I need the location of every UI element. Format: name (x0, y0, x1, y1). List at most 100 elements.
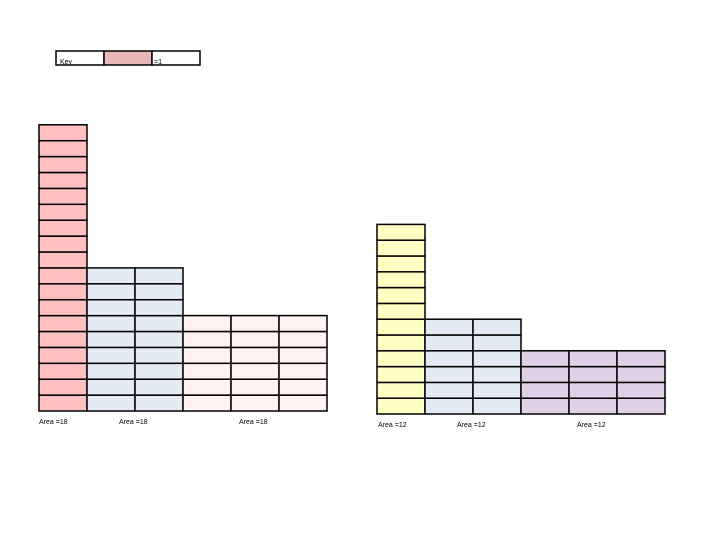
unit-cell (520, 381, 570, 399)
left-bar-group (38, 124, 328, 412)
unit-cell (38, 124, 88, 142)
unit-cell (376, 318, 426, 336)
unit-cell (134, 267, 184, 285)
unit-cell (568, 350, 618, 368)
unit-cell (134, 346, 184, 365)
unit-cell (424, 397, 474, 415)
left-area-labels: Area =18 Area =18 Area =18 (39, 419, 268, 426)
unit-cell (134, 394, 184, 412)
area-label: Area =12 (457, 422, 486, 429)
unit-cell (38, 219, 88, 237)
unit-cell (616, 365, 666, 384)
unit-cell (278, 362, 328, 380)
unit-cell (616, 397, 666, 415)
unit-cell (86, 298, 136, 317)
unit-cell (424, 365, 474, 384)
unit-cell (38, 298, 88, 317)
unit-cell (38, 155, 88, 174)
unit-cell (134, 283, 184, 301)
unit-cell (134, 330, 184, 349)
key-swatch (103, 50, 153, 66)
unit-cell (182, 330, 232, 349)
unit-cell (520, 397, 570, 415)
unit-cell (134, 298, 184, 317)
right-area-labels: Area =12 Area =12 Area =12 (378, 422, 606, 429)
unit-cell (472, 397, 522, 415)
unit-cell (278, 314, 328, 333)
unit-cell (230, 314, 280, 333)
unit-cell (376, 255, 426, 273)
unit-cell (38, 346, 88, 365)
unit-cell (86, 378, 136, 396)
unit-cell (38, 187, 88, 206)
unit-cell (182, 378, 232, 396)
area-label: Area =18 (119, 419, 148, 426)
unit-cell (568, 365, 618, 384)
unit-cell (134, 314, 184, 333)
unit-cell (616, 350, 666, 368)
unit-cell (278, 394, 328, 412)
unit-cell (86, 267, 136, 285)
unit-cell (376, 397, 426, 415)
right-bar-group (376, 223, 666, 415)
unit-cell (376, 365, 426, 384)
area-label: Area =18 (39, 419, 68, 426)
unit-cell (520, 365, 570, 384)
key-value-box (151, 50, 201, 66)
unit-cell (38, 330, 88, 349)
unit-cell (424, 381, 474, 399)
unit-cell (38, 203, 88, 221)
area-label: Area =12 (378, 422, 407, 429)
unit-cell (38, 171, 88, 190)
unit-cell (278, 346, 328, 365)
unit-cell (182, 362, 232, 380)
area-label: Area =12 (577, 422, 606, 429)
unit-cell (38, 314, 88, 333)
unit-cell (86, 330, 136, 349)
unit-cell (230, 362, 280, 380)
unit-cell (86, 346, 136, 365)
unit-cell (134, 362, 184, 380)
unit-cell (472, 381, 522, 399)
unit-cell (278, 378, 328, 396)
key-legend: Key =1 (55, 50, 201, 66)
unit-cell (38, 394, 88, 412)
unit-cell (520, 350, 570, 368)
key-label: Key (60, 59, 73, 66)
unit-cell (38, 251, 88, 269)
unit-cell (472, 365, 522, 384)
unit-cell (424, 334, 474, 352)
unit-cell (38, 378, 88, 396)
unit-cell (230, 394, 280, 412)
key-value: =1 (154, 59, 162, 66)
unit-cell (182, 314, 232, 333)
unit-cell (182, 346, 232, 365)
unit-cell (376, 334, 426, 352)
unit-cell (182, 394, 232, 412)
unit-cell (376, 223, 426, 241)
unit-cell (376, 286, 426, 305)
unit-cell (86, 283, 136, 301)
unit-cell (38, 139, 88, 158)
unit-cell (472, 318, 522, 336)
unit-cell (568, 397, 618, 415)
unit-cell (376, 350, 426, 368)
unit-cell (472, 350, 522, 368)
unit-cell (38, 267, 88, 285)
unit-cell (616, 381, 666, 399)
unit-cell (38, 235, 88, 253)
unit-cell (86, 394, 136, 412)
unit-cell (376, 271, 426, 289)
area-label: Area =18 (239, 419, 268, 426)
unit-cell (424, 318, 474, 336)
unit-cell (38, 362, 88, 380)
unit-cell (230, 330, 280, 349)
unit-cell (472, 334, 522, 352)
unit-cell (376, 302, 426, 320)
unit-cell (424, 350, 474, 368)
unit-cell (86, 314, 136, 333)
unit-cell (278, 330, 328, 349)
unit-cell (376, 381, 426, 399)
unit-cell (230, 346, 280, 365)
